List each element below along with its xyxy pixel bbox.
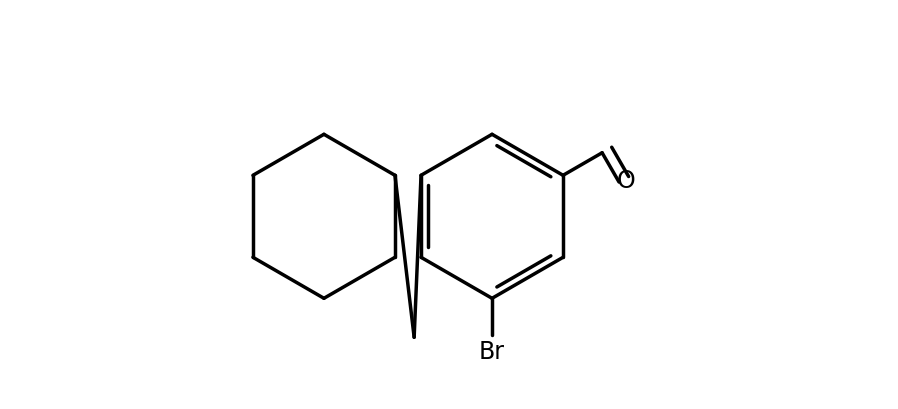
Text: O: O	[617, 169, 636, 193]
Text: Br: Br	[479, 339, 505, 363]
